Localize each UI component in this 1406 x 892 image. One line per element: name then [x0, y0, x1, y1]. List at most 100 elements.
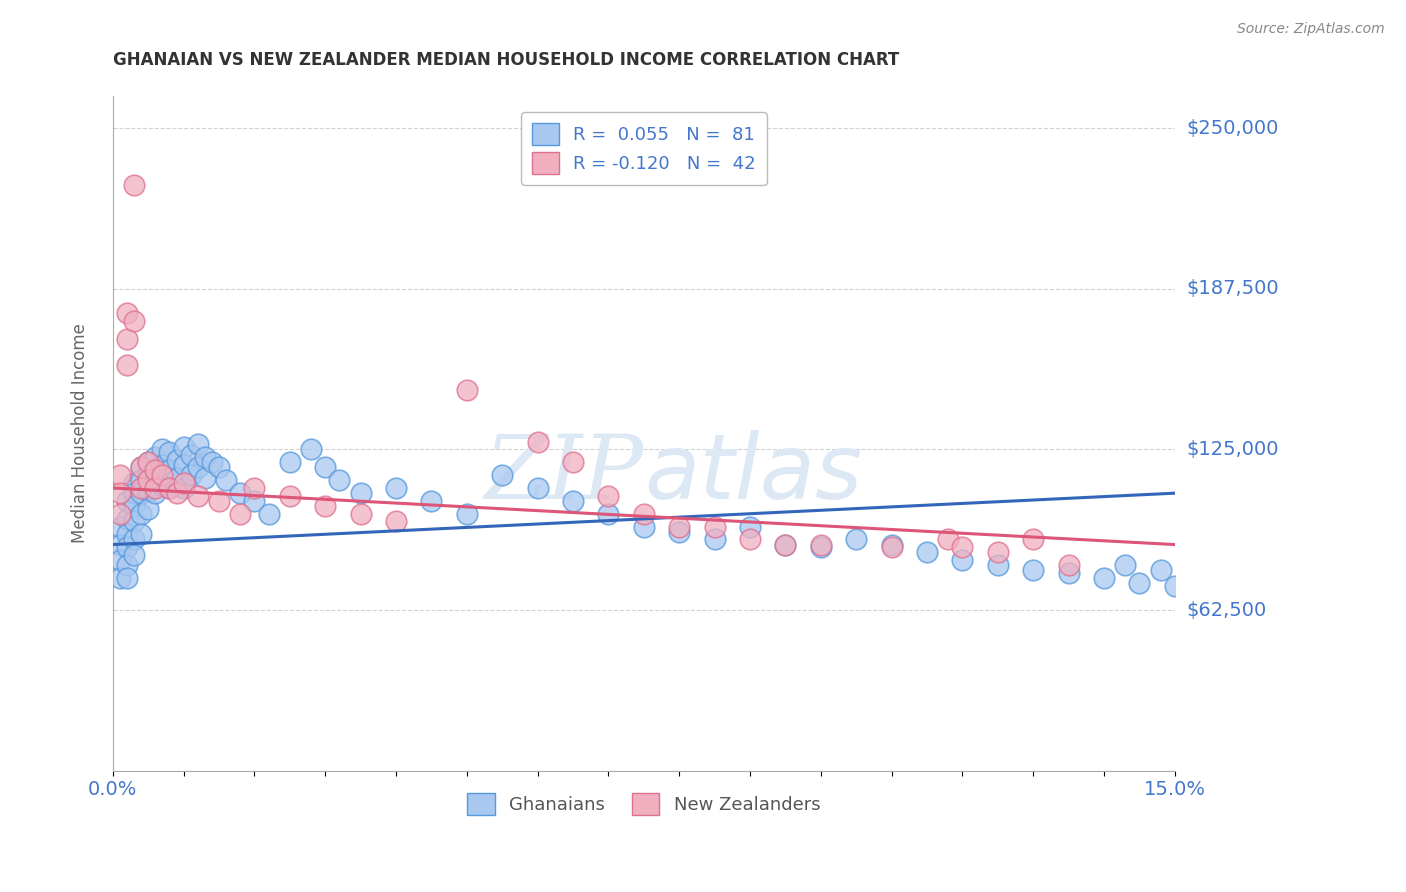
Point — [152, 478, 174, 492]
Text: GHANAIAN VS NEW ZEALANDER MEDIAN HOUSEHOLD INCOME CORRELATION CHART: GHANAIAN VS NEW ZEALANDER MEDIAN HOUSEHO… — [112, 51, 898, 70]
Point — [385, 481, 408, 495]
Point — [159, 481, 181, 495]
Point — [115, 494, 138, 508]
Point — [129, 507, 152, 521]
Point — [1057, 558, 1080, 573]
Point — [129, 473, 152, 487]
Point — [187, 489, 209, 503]
Point — [115, 571, 138, 585]
Point — [129, 460, 152, 475]
Text: Source: ZipAtlas.com: Source: ZipAtlas.com — [1237, 22, 1385, 37]
Text: $250,000: $250,000 — [1185, 119, 1278, 137]
Point — [143, 463, 166, 477]
Point — [526, 481, 548, 495]
Point — [562, 455, 585, 469]
Point — [950, 553, 973, 567]
Point — [703, 519, 725, 533]
Point — [159, 463, 181, 477]
Point — [229, 486, 252, 500]
Point — [166, 486, 188, 500]
Point — [328, 473, 350, 487]
Point — [950, 540, 973, 554]
Point — [143, 481, 166, 495]
Point — [108, 468, 131, 483]
Point — [915, 545, 938, 559]
Point — [456, 384, 478, 398]
Point — [122, 178, 145, 192]
Point — [108, 553, 131, 567]
Point — [229, 507, 252, 521]
Text: $187,500: $187,500 — [1185, 279, 1278, 299]
Point — [987, 545, 1010, 559]
Point — [810, 537, 832, 551]
Point — [598, 489, 620, 503]
Point — [775, 537, 797, 551]
Point — [598, 507, 620, 521]
Point — [122, 486, 145, 500]
Point — [633, 507, 655, 521]
Point — [173, 440, 195, 454]
Text: ZIP: ZIP — [485, 431, 644, 517]
Point — [775, 537, 797, 551]
Point — [159, 445, 181, 459]
Point — [122, 475, 145, 490]
Point — [1164, 579, 1187, 593]
Point — [243, 481, 266, 495]
Point — [115, 527, 138, 541]
Point — [1128, 576, 1150, 591]
Point — [456, 507, 478, 521]
Point — [738, 533, 761, 547]
Point — [314, 499, 336, 513]
Point — [1092, 571, 1115, 585]
Point — [845, 533, 868, 547]
Point — [143, 450, 166, 465]
Text: atlas: atlas — [644, 430, 862, 518]
Point — [208, 494, 231, 508]
Point — [115, 540, 138, 554]
Point — [115, 512, 138, 526]
Point — [257, 507, 280, 521]
Y-axis label: Median Household Income: Median Household Income — [72, 324, 89, 543]
Point — [738, 519, 761, 533]
Point — [108, 571, 131, 585]
Point — [136, 455, 159, 469]
Point — [129, 527, 152, 541]
Text: $62,500: $62,500 — [1185, 600, 1267, 620]
Point — [1057, 566, 1080, 580]
Point — [129, 486, 152, 500]
Point — [703, 533, 725, 547]
Point — [349, 486, 371, 500]
Point — [349, 507, 371, 521]
Point — [115, 558, 138, 573]
Legend: Ghanaians, New Zealanders: Ghanaians, New Zealanders — [460, 786, 827, 822]
Point — [194, 471, 217, 485]
Point — [122, 499, 145, 513]
Point — [243, 494, 266, 508]
Point — [1114, 558, 1136, 573]
Point — [385, 515, 408, 529]
Point — [115, 306, 138, 320]
Point — [122, 548, 145, 562]
Point — [180, 468, 202, 483]
Point — [936, 533, 959, 547]
Point — [278, 489, 301, 503]
Point — [173, 481, 195, 495]
Point — [810, 540, 832, 554]
Point — [314, 460, 336, 475]
Point — [136, 473, 159, 487]
Point — [201, 455, 224, 469]
Point — [987, 558, 1010, 573]
Point — [108, 519, 131, 533]
Point — [152, 442, 174, 457]
Point — [136, 468, 159, 483]
Point — [173, 475, 195, 490]
Point — [187, 460, 209, 475]
Point — [166, 452, 188, 467]
Point — [108, 486, 131, 500]
Point — [143, 466, 166, 480]
Point — [1022, 533, 1045, 547]
Point — [299, 442, 322, 457]
Point — [1149, 563, 1171, 577]
Point — [880, 540, 903, 554]
Point — [208, 460, 231, 475]
